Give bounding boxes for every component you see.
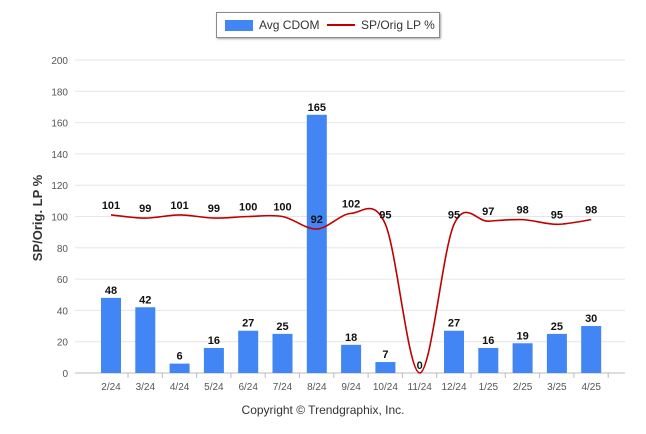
- x-tick-label: 3/25: [547, 382, 567, 393]
- x-axis-ticks: 2/24 3/24 4/24 5/24 6/24 7/24 8/24 9/24 10/24 11/…: [101, 373, 609, 393]
- bar-data-label: 25: [551, 321, 563, 333]
- legend-item-line[interactable]: SP/Orig LP %: [327, 18, 435, 32]
- line-data-label: 99: [139, 203, 151, 215]
- x-tick-label: 5/24: [204, 382, 224, 393]
- bar-data-label: 42: [139, 294, 151, 306]
- bar-data-label: 16: [208, 335, 220, 347]
- bar-data-label: 19: [516, 330, 528, 342]
- x-tick-label: 4/25: [581, 382, 601, 393]
- line-data-label: 95: [379, 209, 391, 221]
- bar: [341, 344, 362, 373]
- bar: [581, 326, 602, 373]
- y-tick-label: 0: [62, 369, 68, 380]
- y-tick-label: 60: [57, 275, 69, 286]
- line-series: [110, 207, 592, 374]
- y-tick-label: 180: [51, 87, 68, 98]
- line-data-label: 95: [448, 209, 460, 221]
- line-data-label: 98: [516, 205, 528, 217]
- line-data-label: 101: [170, 200, 188, 212]
- x-tick-label: 1/25: [479, 382, 499, 393]
- bar: [306, 114, 327, 374]
- line-data-label: 102: [342, 198, 360, 210]
- line-data-label: 95: [551, 209, 563, 221]
- line-data-label: 92: [311, 214, 323, 226]
- bar: [512, 343, 533, 373]
- x-tick-label: 3/24: [136, 382, 156, 393]
- bar: [444, 330, 464, 373]
- y-tick-label: 200: [51, 56, 68, 67]
- bar-data-label: 27: [242, 318, 254, 330]
- y-axis-title: SP/Orig. LP %: [30, 174, 45, 261]
- x-tick-label: 11/24: [408, 382, 433, 393]
- bar-data-label: 27: [448, 318, 460, 330]
- y-tick-label: 80: [57, 244, 69, 255]
- bar-data-label: 48: [105, 285, 117, 297]
- y-tick-label: 120: [51, 181, 68, 192]
- y-tick-label: 140: [51, 150, 68, 161]
- bar: [546, 333, 567, 373]
- bar-data-label: 16: [482, 335, 494, 347]
- x-tick-label: 12/24: [441, 382, 466, 393]
- legend: Avg CDOM SP/Orig LP %: [216, 12, 440, 38]
- bar: [272, 333, 293, 373]
- y-tick-label: 100: [51, 213, 68, 224]
- x-tick-label: 2/25: [513, 382, 533, 393]
- bar: [478, 347, 499, 373]
- legend-item-bar[interactable]: Avg CDOM: [225, 18, 319, 32]
- line-data-label: 98: [585, 205, 597, 217]
- x-tick-label: 2/24: [101, 382, 121, 393]
- legend-label-line: SP/Orig LP %: [361, 18, 435, 32]
- line-data-label: 100: [239, 202, 257, 214]
- bar-data-label: 6: [177, 351, 183, 363]
- x-tick-label: 10/24: [373, 382, 398, 393]
- x-tick-label: 9/24: [341, 382, 361, 393]
- y-tick-label: 40: [57, 306, 69, 317]
- bar: [238, 330, 259, 373]
- y-axis-ticks: 0 20 40 60 80 100 120 140 160 180 200: [51, 56, 68, 380]
- bar-data-label: 18: [345, 332, 357, 344]
- x-tick-label: 4/24: [170, 382, 190, 393]
- bar-data-label: 0: [417, 360, 423, 372]
- y-tick-label: 160: [51, 119, 68, 130]
- bar: [375, 362, 396, 373]
- bar: [169, 363, 190, 373]
- legend-label-bar: Avg CDOM: [259, 18, 320, 32]
- x-tick-label: 6/24: [238, 382, 258, 393]
- line-data-label: 101: [102, 200, 120, 212]
- line-data-label: 97: [482, 206, 494, 218]
- line-path: [110, 207, 592, 374]
- bar: [101, 297, 121, 373]
- x-tick-label: 8/24: [307, 382, 327, 393]
- data-labels: 48 42 6 16 27 25 165 18 7 0 27 16 19 25 30 101 99 101 99 10…: [102, 102, 598, 372]
- copyright-text: Copyright © Trendgraphix, Inc.: [241, 403, 405, 417]
- bar-data-label: 165: [308, 102, 326, 114]
- bar: [135, 307, 156, 373]
- y-tick-label: 20: [57, 338, 69, 349]
- bar-data-label: 30: [585, 313, 597, 325]
- line-data-label: 100: [273, 202, 291, 214]
- bar-data-label: 25: [276, 321, 288, 333]
- line-data-label: 99: [208, 203, 220, 215]
- legend-swatch-bar: [225, 19, 253, 31]
- bar-series: [101, 114, 602, 374]
- bar-data-label: 7: [382, 349, 388, 361]
- legend-swatch-line: [327, 24, 355, 26]
- x-tick-label: 7/24: [273, 382, 293, 393]
- bar: [203, 347, 224, 373]
